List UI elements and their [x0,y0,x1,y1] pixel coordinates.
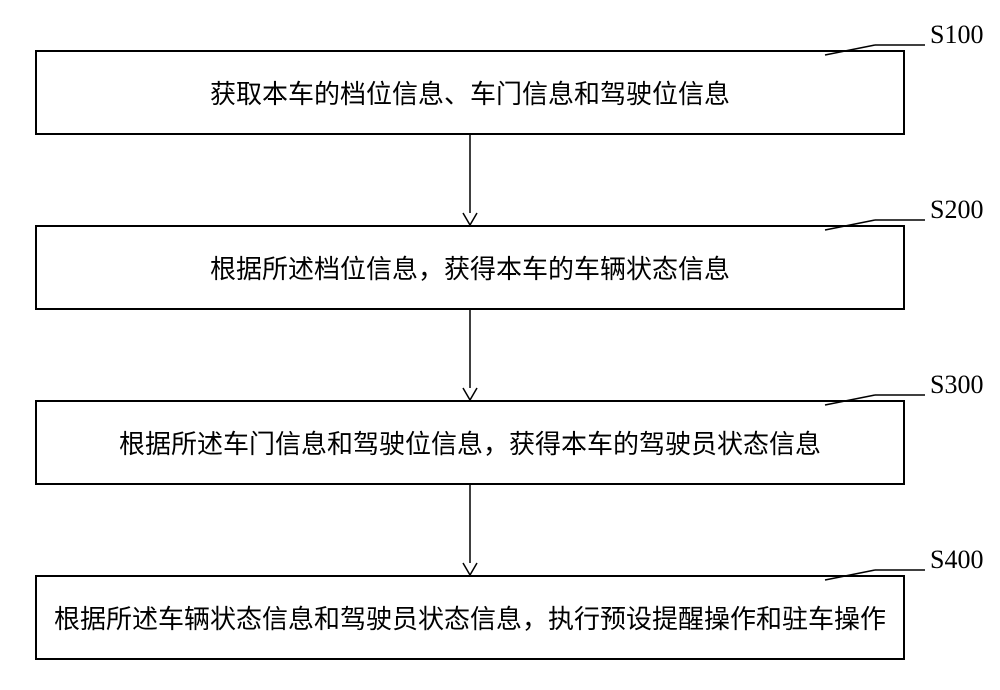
flow-arrow-3 [0,0,1000,690]
flowchart-stage: 获取本车的档位信息、车门信息和驾驶位信息S100根据所述档位信息，获得本车的车辆… [0,0,1000,690]
